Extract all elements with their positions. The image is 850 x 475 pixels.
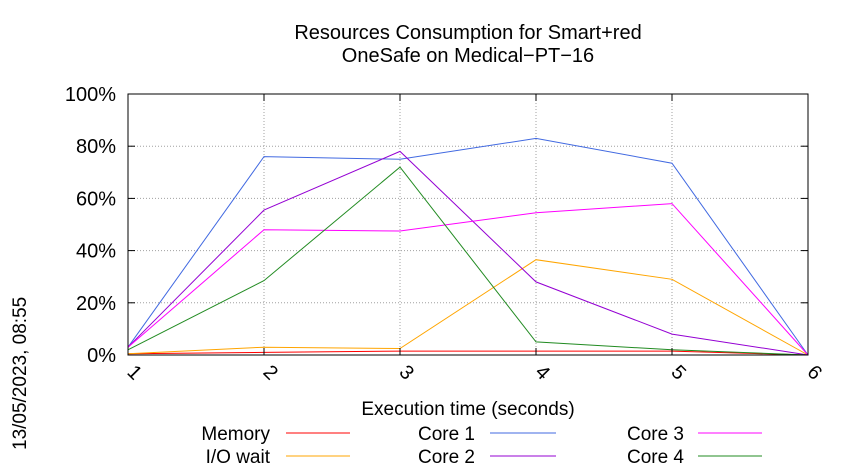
x-tick-label: 4 xyxy=(531,361,554,384)
legend-label: Memory xyxy=(201,424,270,445)
chart-title: Resources Consumption for Smart+red xyxy=(294,22,642,44)
legend-label: Core 4 xyxy=(627,447,684,468)
series-line-core-3 xyxy=(127,203,809,356)
x-tick-label: 2 xyxy=(259,361,282,384)
series-line-i-o-wait xyxy=(127,259,809,356)
y-tick-label: 60% xyxy=(76,188,116,210)
legend-label: I/O wait xyxy=(206,447,271,468)
series-line-core-4 xyxy=(127,166,809,356)
grid xyxy=(128,94,808,355)
x-tick-label: 5 xyxy=(667,361,690,384)
plot-frame xyxy=(127,93,809,356)
series-line-core-1 xyxy=(127,137,809,356)
series-line-core-2 xyxy=(127,150,809,356)
legend-label: Core 1 xyxy=(418,424,475,445)
chart-subtitle: OneSafe on Medical−PT−16 xyxy=(341,45,595,67)
x-tick-label: 1 xyxy=(123,361,146,384)
x-tick-label: 6 xyxy=(803,361,826,384)
x-axis-label: Execution time (seconds) xyxy=(361,399,575,420)
y-tick-label: 20% xyxy=(76,293,116,315)
axis-ticks: 0% 20% 40% 60% 80% 100% 1 2 3 4 5 6 xyxy=(65,84,826,384)
y-tick-label: 0% xyxy=(87,345,116,367)
y-tick-label: 40% xyxy=(76,241,116,263)
legend-label: Core 3 xyxy=(627,424,684,445)
x-tick-label: 3 xyxy=(395,361,418,384)
series-lines xyxy=(127,137,809,356)
legend-label: Core 2 xyxy=(418,447,475,468)
series-line-memory xyxy=(127,350,809,356)
timestamp-label: 13/05/2023, 08:55 xyxy=(10,296,31,450)
y-tick-label: 80% xyxy=(76,136,116,158)
y-tick-label: 100% xyxy=(65,84,116,106)
